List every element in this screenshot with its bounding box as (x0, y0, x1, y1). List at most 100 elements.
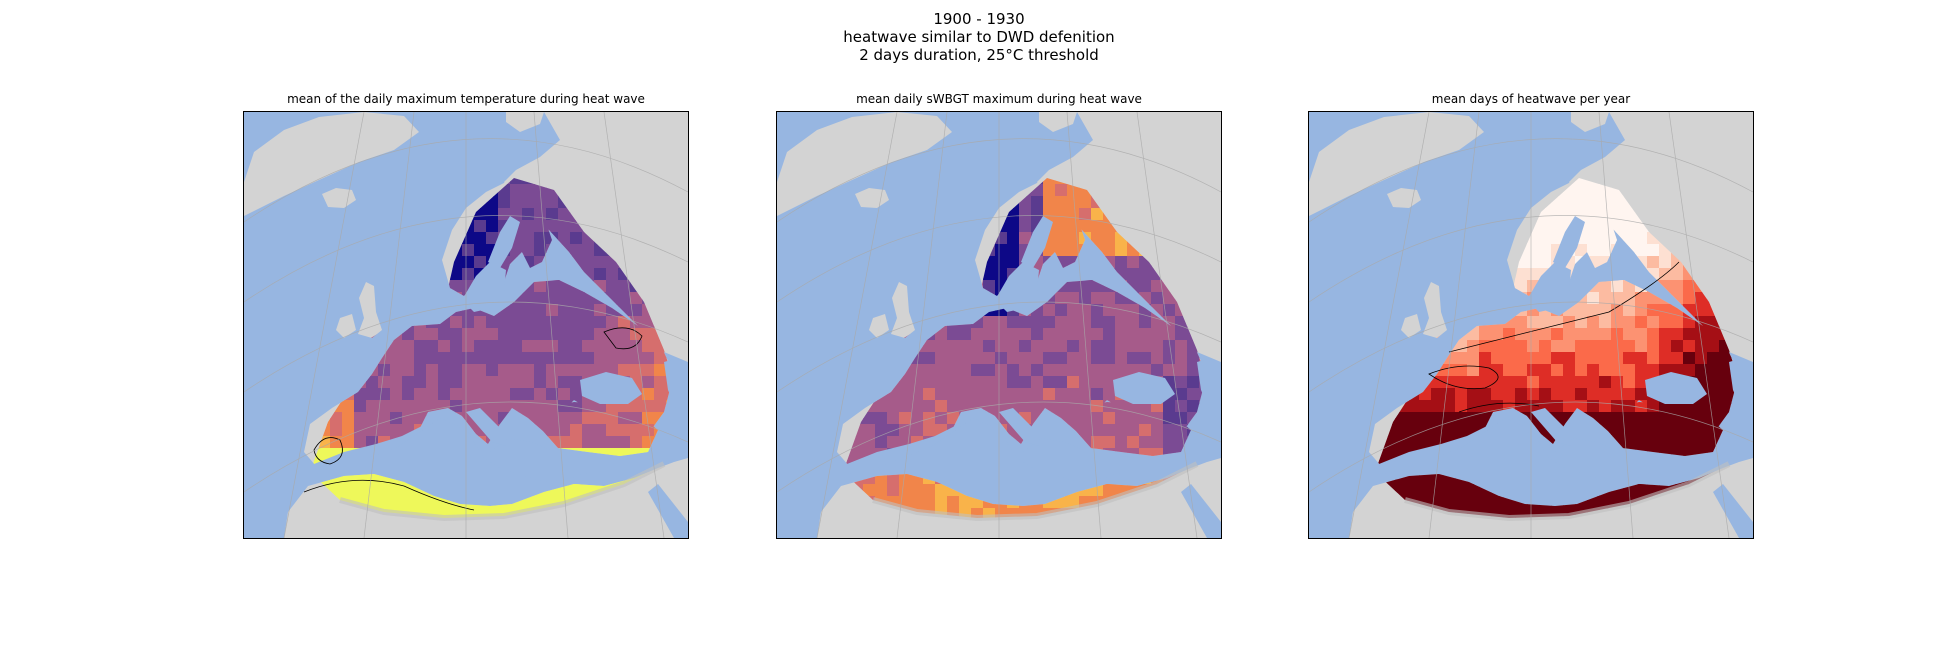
data-cell (534, 232, 547, 245)
data-cell (1707, 328, 1720, 341)
data-cell (1599, 412, 1612, 425)
data-cell (462, 376, 475, 389)
data-cell (390, 484, 403, 497)
data-cell (863, 412, 876, 425)
data-cell (486, 328, 499, 341)
data-cell (450, 280, 463, 293)
data-cell (1031, 196, 1044, 209)
data-cell (1695, 328, 1708, 341)
data-cell (1019, 232, 1032, 245)
data-cell (1707, 352, 1720, 365)
data-cell (618, 352, 631, 365)
data-cell (558, 364, 571, 377)
data-cell (1467, 496, 1480, 509)
data-cell (1659, 352, 1672, 365)
data-cell (1187, 376, 1200, 389)
map-swbgt (777, 112, 1221, 538)
data-cell (522, 232, 535, 245)
data-cell (522, 496, 535, 509)
data-cell (1139, 352, 1152, 365)
land-ireland (1401, 314, 1421, 338)
data-cell (402, 376, 415, 389)
data-cell (1527, 400, 1540, 413)
data-cell (1515, 364, 1528, 377)
data-cell (510, 388, 523, 401)
data-cell (462, 340, 475, 353)
data-cell (1695, 400, 1708, 413)
data-cell (983, 376, 996, 389)
data-cell (983, 340, 996, 353)
data-cell (534, 196, 547, 209)
data-cell (630, 412, 643, 425)
data-cell (995, 268, 1008, 281)
data-cell (995, 508, 1008, 518)
data-cell (330, 412, 343, 425)
data-cell (935, 412, 948, 425)
data-cell (1611, 424, 1624, 437)
data-cell (1407, 424, 1420, 437)
data-cell (1719, 400, 1732, 413)
data-cell (971, 340, 984, 353)
data-cell (354, 472, 367, 485)
data-cell (1539, 376, 1552, 389)
data-cell (510, 340, 523, 353)
data-cell (875, 484, 888, 497)
data-cell (522, 376, 535, 389)
data-cell (1671, 268, 1684, 281)
data-cell (1079, 400, 1092, 413)
data-cell (462, 352, 475, 365)
data-cell (642, 340, 655, 353)
data-cell (522, 352, 535, 365)
data-cell (498, 364, 511, 377)
land-ireland (869, 314, 889, 338)
data-cell (1115, 340, 1128, 353)
data-cell (899, 376, 912, 389)
data-cell (995, 328, 1008, 341)
data-cell (1659, 436, 1672, 449)
data-cell (947, 340, 960, 353)
land-britain (1423, 282, 1447, 338)
data-cell (1055, 496, 1068, 509)
data-cell (1635, 376, 1648, 389)
data-cell (1635, 424, 1648, 437)
data-cell (534, 208, 547, 221)
data-cell (1587, 352, 1600, 365)
data-cell (1055, 388, 1068, 401)
data-cell (1479, 340, 1492, 353)
data-cell (1151, 328, 1164, 341)
land-iceland (1387, 188, 1421, 208)
data-cell (474, 376, 487, 389)
data-cell (1707, 412, 1720, 425)
data-cell (947, 352, 960, 365)
data-cell (1043, 340, 1056, 353)
data-cell (1127, 268, 1140, 281)
data-cell (911, 484, 924, 497)
data-cell (1575, 376, 1588, 389)
data-cell (522, 220, 535, 233)
data-cell (1479, 388, 1492, 401)
data-cell (1175, 328, 1188, 341)
data-cell (570, 340, 583, 353)
data-cell (1043, 178, 1056, 185)
data-cell (1443, 376, 1456, 389)
data-cell (1067, 292, 1080, 305)
data-cell (1611, 352, 1624, 365)
data-cell (1127, 424, 1140, 437)
data-cell (1671, 340, 1684, 353)
data-cell (1479, 364, 1492, 377)
data-cell (1515, 280, 1528, 293)
data-cell (1163, 340, 1176, 353)
land-greenland (244, 112, 419, 216)
data-cell (1139, 340, 1152, 353)
data-cell (875, 412, 888, 425)
data-cell (462, 316, 475, 329)
data-cell (342, 400, 355, 413)
data-cell (390, 352, 403, 365)
data-cell (1575, 244, 1588, 257)
data-cell (1455, 424, 1468, 437)
data-cell (1407, 436, 1420, 449)
data-cell (995, 316, 1008, 329)
data-cell (1587, 328, 1600, 341)
data-cell (1503, 328, 1516, 341)
data-cell (983, 268, 996, 281)
